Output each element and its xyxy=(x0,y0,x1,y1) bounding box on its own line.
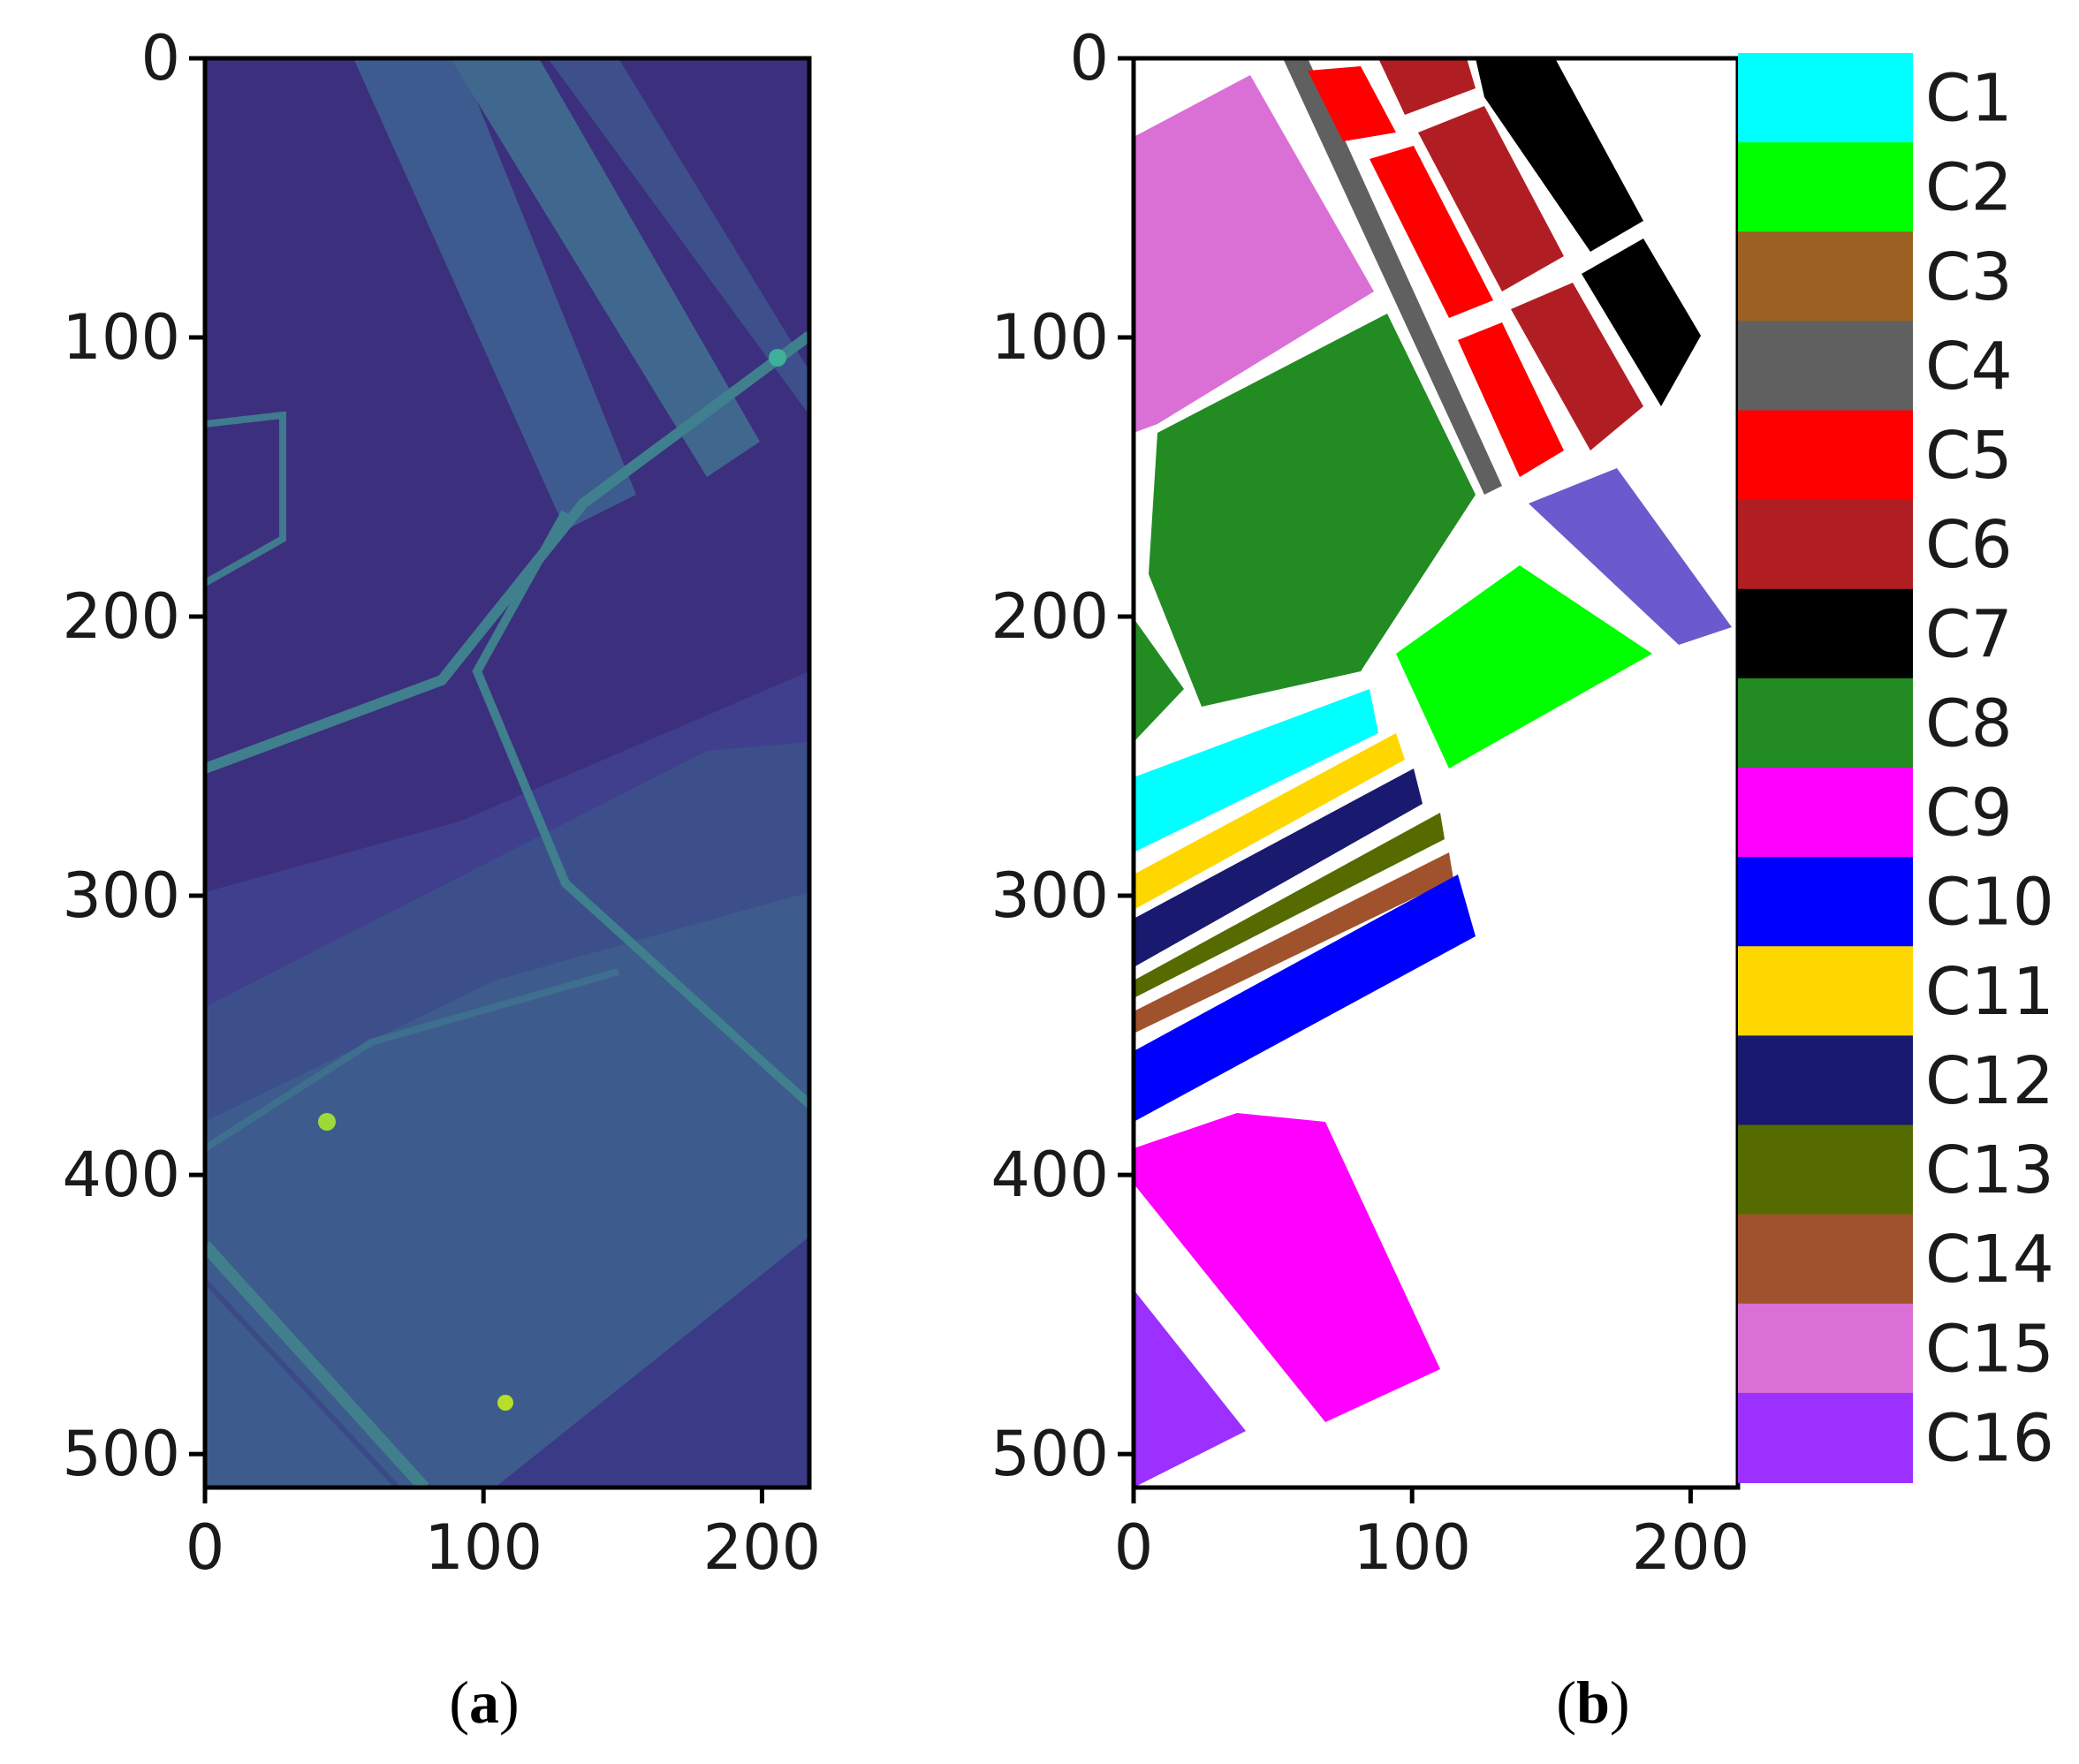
region-c10 xyxy=(1134,874,1476,1122)
region-c5-top xyxy=(1308,66,1396,141)
region-c12 xyxy=(1134,768,1423,967)
legend-swatch-c5 xyxy=(1738,410,1913,501)
panel-b-ytick-label: 500 xyxy=(990,1418,1109,1490)
region-c4 xyxy=(1283,58,1502,495)
panel-a-x-axis: 0 100 200 xyxy=(186,1488,821,1584)
legend-swatch-c7 xyxy=(1738,588,1913,679)
legend-label-c11: C11 xyxy=(1925,954,2054,1030)
legend-label-c9: C9 xyxy=(1925,776,2013,852)
panel-a-xtick-label: 100 xyxy=(424,1511,543,1584)
panel-b-label: (b) xyxy=(1556,1669,1629,1736)
class-legend: C1 C2 C3 C4 C5 C6 C7 C8 C9 C10 C11 C12 C13 C14 C15 C16 xyxy=(1738,53,2054,1483)
legend-swatch-c11 xyxy=(1738,946,1913,1037)
panel-a-xtick-label: 200 xyxy=(703,1511,822,1584)
legend-swatch-c3 xyxy=(1738,231,1913,322)
region-c6-middle xyxy=(1418,106,1564,291)
panel-b-xtick-label: 0 xyxy=(1114,1511,1154,1584)
panel-a-frame xyxy=(202,56,812,1490)
region-c6-top xyxy=(1378,58,1476,115)
legend-label-c14: C14 xyxy=(1925,1222,2054,1298)
panel-b-ytick-label: 100 xyxy=(990,301,1109,374)
panel-b-y-axis: 0 100 200 300 400 500 xyxy=(990,22,1134,1490)
legend-swatch-c10 xyxy=(1738,857,1913,948)
legend-label-c3: C3 xyxy=(1925,239,2013,315)
legend-swatch-c1 xyxy=(1738,53,1913,144)
legend-label-c6: C6 xyxy=(1925,507,2013,583)
panel-b-ytick-label: 200 xyxy=(990,580,1109,653)
region-c8 xyxy=(1149,314,1476,707)
panel-a-image: 0 100 200 300 400 500 0 100 200 xyxy=(62,22,821,1584)
legend-label-c1: C1 xyxy=(1925,61,2013,137)
panel-a-ytick-label: 0 xyxy=(140,22,180,95)
legend-label-c8: C8 xyxy=(1925,685,2013,761)
legend-swatch-c12 xyxy=(1738,1035,1913,1126)
legend-swatch-c6 xyxy=(1738,499,1913,590)
region-c1 xyxy=(1134,689,1378,852)
legend-swatch-c8 xyxy=(1738,678,1913,768)
legend-label-c16: C16 xyxy=(1925,1400,2054,1476)
legend-label-c7: C7 xyxy=(1925,596,2013,672)
legend-swatch-c16 xyxy=(1738,1392,1913,1483)
legend-label-c10: C10 xyxy=(1925,865,2054,941)
legend-label-c15: C15 xyxy=(1925,1311,2054,1387)
panel-a-ytick-label: 400 xyxy=(62,1139,180,1211)
region-c16-right xyxy=(1529,468,1732,645)
region-c15-top xyxy=(1134,75,1374,433)
region-c6-bottom xyxy=(1511,283,1643,450)
region-c2 xyxy=(1396,565,1652,768)
legend-swatch-c9 xyxy=(1738,768,1913,859)
panel-a-label: (a) xyxy=(449,1669,519,1736)
region-c5-middle xyxy=(1370,146,1493,318)
panel-b-xtick-label: 100 xyxy=(1353,1511,1471,1584)
region-c11 xyxy=(1134,733,1405,910)
legend-swatch-c2 xyxy=(1738,142,1913,233)
region-c7-bottom xyxy=(1582,238,1701,406)
legend-swatch-c14 xyxy=(1738,1214,1913,1305)
panel-a-y-axis: 0 100 200 300 400 500 xyxy=(62,22,205,1490)
region-c13 xyxy=(1134,813,1445,998)
panel-b-x-axis: 0 100 200 xyxy=(1114,1488,1749,1584)
panel-a-xtick-label: 0 xyxy=(186,1511,225,1584)
panel-a-field-patches xyxy=(205,58,809,1488)
legend-label-c2: C2 xyxy=(1925,150,2013,226)
legend-label-c12: C12 xyxy=(1925,1043,2054,1119)
legend-label-c13: C13 xyxy=(1925,1132,2054,1208)
panel-a-ytick-label: 300 xyxy=(62,859,180,932)
region-c9 xyxy=(1134,1113,1440,1422)
region-c14 xyxy=(1134,852,1453,1033)
panel-b-ytick-label: 400 xyxy=(990,1139,1109,1211)
region-c16-bottom xyxy=(1134,1290,1246,1488)
legend-swatch-c15 xyxy=(1738,1303,1913,1394)
panel-a-ytick-label: 200 xyxy=(62,580,180,653)
legend-label-c5: C5 xyxy=(1925,418,2013,494)
legend-swatch-c4 xyxy=(1738,321,1913,412)
panel-b-ytick-label: 0 xyxy=(1069,22,1109,95)
panel-b-class-regions xyxy=(1134,58,1732,1488)
panel-a-ytick-label: 500 xyxy=(62,1418,180,1490)
region-c5-bottom xyxy=(1458,322,1564,477)
legend-label-c4: C4 xyxy=(1925,329,2013,405)
panel-a-ytick-label: 100 xyxy=(62,301,180,374)
panel-b-ytick-label: 300 xyxy=(990,859,1109,932)
panel-b-xtick-label: 200 xyxy=(1632,1511,1750,1584)
legend-swatch-c13 xyxy=(1738,1124,1913,1215)
region-c7-top xyxy=(1476,58,1643,252)
region-c8-left xyxy=(1134,618,1184,742)
